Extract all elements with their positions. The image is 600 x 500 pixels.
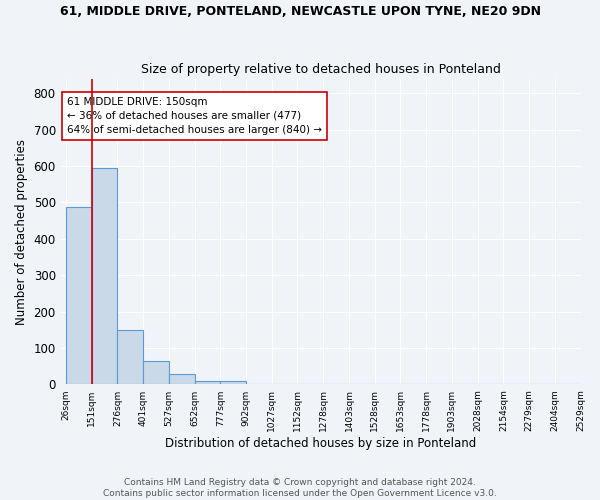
Title: Size of property relative to detached houses in Ponteland: Size of property relative to detached ho…: [140, 63, 500, 76]
Bar: [92, 168, 118, 384]
Bar: [143, 361, 169, 384]
Text: 61 MIDDLE DRIVE: 150sqm
← 36% of detached houses are smaller (477)
64% of semi-d: 61 MIDDLE DRIVE: 150sqm ← 36% of detache…: [67, 97, 322, 135]
Text: Contains HM Land Registry data © Crown copyright and database right 2024.
Contai: Contains HM Land Registry data © Crown c…: [103, 478, 497, 498]
Y-axis label: Number of detached properties: Number of detached properties: [15, 138, 28, 324]
Bar: [220, 381, 246, 384]
X-axis label: Distribution of detached houses by size in Ponteland: Distribution of detached houses by size …: [165, 437, 476, 450]
Bar: [194, 381, 220, 384]
Bar: [66, 207, 92, 384]
Bar: [118, 330, 143, 384]
Bar: [169, 374, 194, 384]
Text: 61, MIDDLE DRIVE, PONTELAND, NEWCASTLE UPON TYNE, NE20 9DN: 61, MIDDLE DRIVE, PONTELAND, NEWCASTLE U…: [59, 5, 541, 18]
